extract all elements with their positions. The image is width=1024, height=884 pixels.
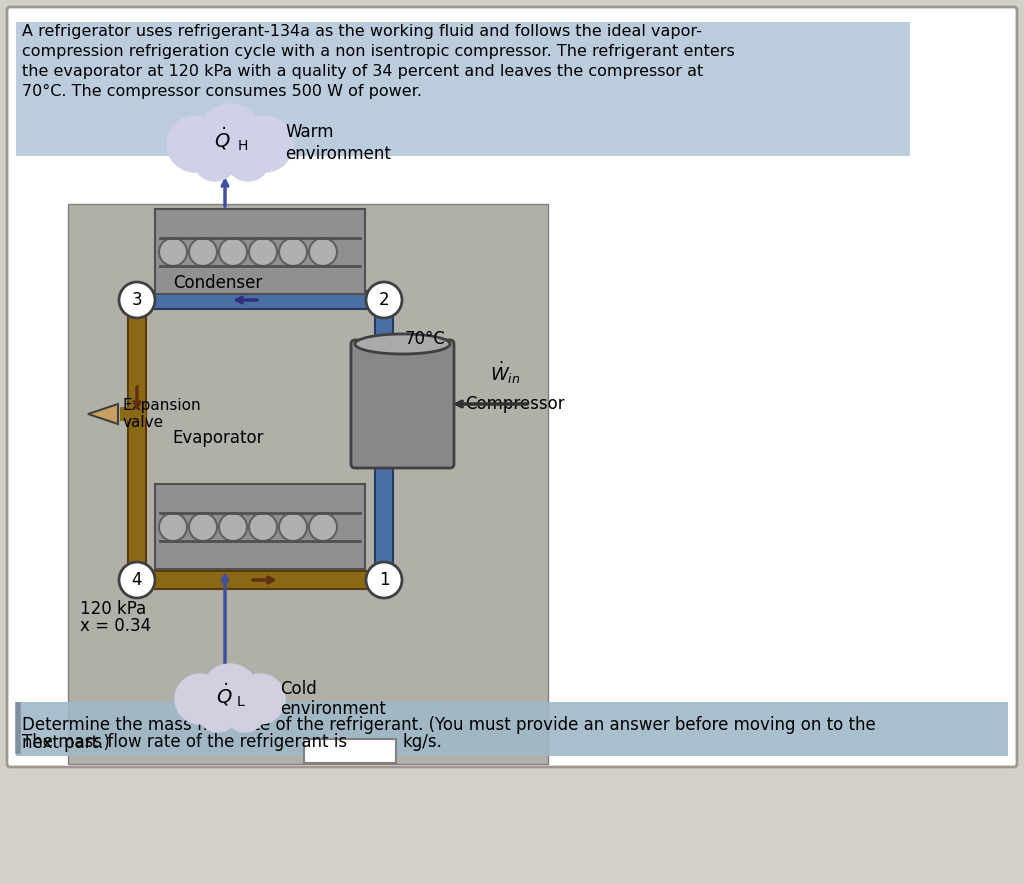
Circle shape [189,513,217,541]
Circle shape [225,692,265,732]
Text: kg/s.: kg/s. [402,733,442,751]
Text: Determine the mass flow rate of the refrigerant. (You must provide an answer bef: Determine the mass flow rate of the refr… [22,716,876,734]
Text: 3: 3 [132,291,142,309]
Text: next part.): next part.) [22,734,110,752]
Circle shape [279,513,307,541]
Text: the evaporator at 120 kPa with a quality of 34 percent and leaves the compressor: the evaporator at 120 kPa with a quality… [22,64,703,79]
FancyBboxPatch shape [351,340,454,468]
Circle shape [167,116,223,172]
FancyBboxPatch shape [16,702,1008,756]
Text: L: L [237,695,245,709]
Text: 70°C. The compressor consumes 500 W of power.: 70°C. The compressor consumes 500 W of p… [22,84,422,99]
Circle shape [309,513,337,541]
Bar [155,209,365,294]
FancyBboxPatch shape [7,7,1017,767]
Text: Expansion
valve: Expansion valve [123,398,202,431]
Text: Compressor: Compressor [465,395,564,413]
Text: environment: environment [285,145,391,163]
Bar [128,571,375,589]
Text: H: H [238,139,249,153]
Bar [128,291,375,309]
Circle shape [189,238,217,266]
Text: environment: environment [280,700,386,718]
Text: compression refrigeration cycle with a non isentropic compressor. The refrigeran: compression refrigeration cycle with a n… [22,44,735,59]
FancyBboxPatch shape [304,739,396,763]
Circle shape [119,562,155,598]
Circle shape [193,137,237,181]
Circle shape [219,238,247,266]
Circle shape [366,562,402,598]
Text: 120 kPa: 120 kPa [80,600,146,618]
Circle shape [202,664,258,720]
Bar [155,484,365,569]
Text: Evaporator: Evaporator [172,429,264,447]
Bar [375,309,393,571]
Text: $\dot{Q}$: $\dot{Q}$ [214,126,230,152]
Text: 70°C: 70°C [406,330,445,348]
Circle shape [309,238,337,266]
Circle shape [198,104,262,168]
Text: $\dot{W}_{in}$: $\dot{W}_{in}$ [489,360,520,386]
Text: 2: 2 [379,291,389,309]
Bar [128,309,146,571]
Circle shape [159,513,187,541]
Text: The mass flow rate of the refrigerant is: The mass flow rate of the refrigerant is [22,733,347,751]
Circle shape [159,238,187,266]
Circle shape [119,282,155,318]
Circle shape [175,674,225,724]
Text: Warm: Warm [285,123,334,141]
Circle shape [226,137,270,181]
Circle shape [237,116,293,172]
Polygon shape [88,404,118,424]
Text: 4: 4 [132,571,142,589]
Text: A refrigerator uses refrigerant-134a as the working fluid and follows the ideal : A refrigerator uses refrigerant-134a as … [22,24,701,39]
Text: Cold: Cold [280,680,316,698]
Circle shape [219,513,247,541]
Text: x = 0.34: x = 0.34 [80,617,152,635]
FancyBboxPatch shape [16,22,910,156]
Text: 1: 1 [379,571,389,589]
Circle shape [249,513,278,541]
Circle shape [249,238,278,266]
Circle shape [366,282,402,318]
FancyBboxPatch shape [68,204,548,764]
Text: Condenser: Condenser [173,274,262,292]
Ellipse shape [355,334,450,354]
Circle shape [279,238,307,266]
Circle shape [234,674,285,724]
Circle shape [198,692,238,732]
Text: $\dot{Q}$: $\dot{Q}$ [216,682,232,708]
